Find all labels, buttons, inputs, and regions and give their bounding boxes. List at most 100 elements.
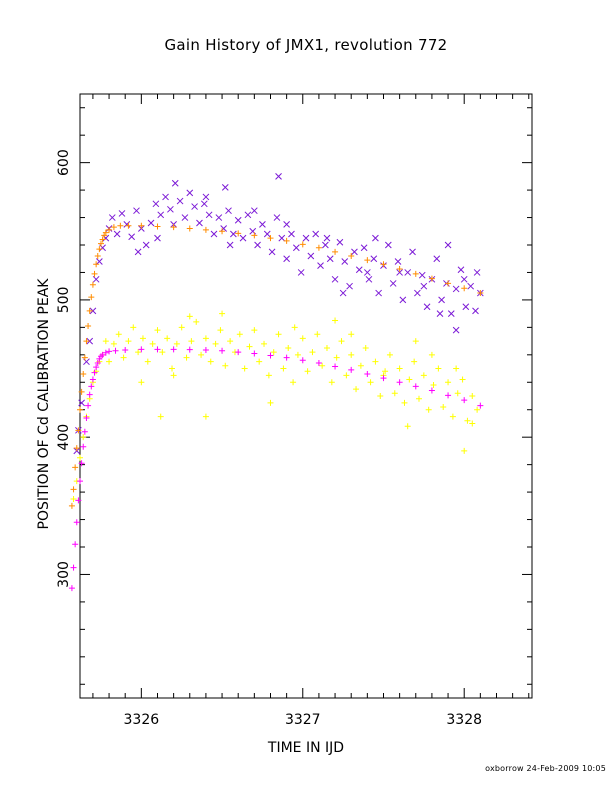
data-point <box>256 358 263 365</box>
data-point <box>338 338 345 345</box>
y-tick-label: 500 <box>56 287 72 314</box>
data-point <box>191 203 198 210</box>
data-point <box>315 244 322 251</box>
data-point <box>435 365 442 372</box>
data-point <box>319 362 326 369</box>
data-point <box>341 258 349 265</box>
data-point <box>108 214 116 221</box>
data-point <box>263 230 271 238</box>
data-point <box>261 340 268 347</box>
data-point <box>454 390 461 397</box>
data-point <box>80 443 87 450</box>
data-point <box>314 331 321 338</box>
data-point <box>102 229 109 236</box>
data-point <box>170 224 177 231</box>
data-point <box>461 397 468 404</box>
data-point <box>244 211 252 219</box>
footer-stamp: oxborrow 24-Feb-2009 10:05 <box>485 764 606 773</box>
data-point <box>181 214 189 221</box>
data-point <box>302 234 310 242</box>
data-point <box>169 365 176 372</box>
data-point <box>106 358 113 365</box>
data-point <box>83 338 90 345</box>
data-point <box>215 214 223 221</box>
data-point <box>355 266 363 274</box>
data-point <box>265 372 272 379</box>
data-point <box>138 222 145 229</box>
data-point <box>118 210 126 217</box>
data-point <box>142 241 150 249</box>
data-point <box>428 387 435 394</box>
data-point <box>372 358 379 365</box>
data-point <box>270 349 277 356</box>
data-point <box>134 248 142 256</box>
data-point <box>280 365 287 372</box>
plot-frame <box>79 93 533 699</box>
data-point <box>235 230 242 237</box>
series-3 <box>68 346 484 592</box>
data-point <box>332 363 339 370</box>
data-point <box>364 371 371 378</box>
data-point <box>70 486 77 493</box>
data-point <box>222 362 229 369</box>
data-point <box>236 331 243 338</box>
data-point <box>377 393 384 399</box>
data-point <box>386 351 393 358</box>
data-point <box>294 351 301 358</box>
data-point <box>135 349 142 356</box>
data-point <box>239 234 247 242</box>
data-point <box>333 354 340 361</box>
data-point <box>275 331 282 338</box>
data-point <box>418 271 426 279</box>
data-point <box>91 270 98 277</box>
data-point <box>81 354 88 361</box>
data-point <box>275 173 282 180</box>
data-point <box>138 379 145 386</box>
data-point <box>83 414 90 421</box>
data-point <box>297 269 305 276</box>
data-point <box>445 392 452 399</box>
data-point <box>188 338 195 345</box>
data-point <box>412 383 419 390</box>
data-point <box>202 193 210 201</box>
data-point <box>447 310 455 317</box>
data-point <box>112 347 119 354</box>
data-point <box>391 390 398 397</box>
data-point <box>77 478 83 485</box>
axis-ticks <box>80 94 532 698</box>
data-point <box>86 337 94 345</box>
data-point <box>389 280 397 287</box>
data-point <box>412 338 419 345</box>
data-point <box>360 244 368 252</box>
data-point <box>89 376 96 383</box>
data-point <box>445 280 452 287</box>
data-point <box>425 406 432 413</box>
data-point <box>394 258 402 265</box>
data-point <box>304 368 311 375</box>
data-point <box>178 324 185 331</box>
data-point <box>420 372 427 379</box>
data-point <box>474 406 481 413</box>
data-point <box>93 261 100 268</box>
data-point <box>268 248 276 256</box>
data-point <box>278 234 286 242</box>
data-point <box>384 241 392 249</box>
data-point <box>75 497 82 504</box>
data-point <box>230 230 237 238</box>
data-point <box>351 248 358 256</box>
data-point <box>283 237 290 244</box>
data-point <box>219 347 226 354</box>
data-point <box>323 344 330 351</box>
data-point <box>312 230 320 238</box>
data-point <box>81 428 88 435</box>
data-point <box>80 434 87 441</box>
data-point <box>457 266 465 274</box>
chart-title: Gain History of JMX1, revolution 772 <box>164 36 448 54</box>
data-point <box>409 248 416 256</box>
data-point <box>411 358 418 365</box>
data-point <box>328 379 335 386</box>
data-point <box>164 335 171 342</box>
data-point <box>267 352 274 359</box>
data-point <box>406 376 413 383</box>
